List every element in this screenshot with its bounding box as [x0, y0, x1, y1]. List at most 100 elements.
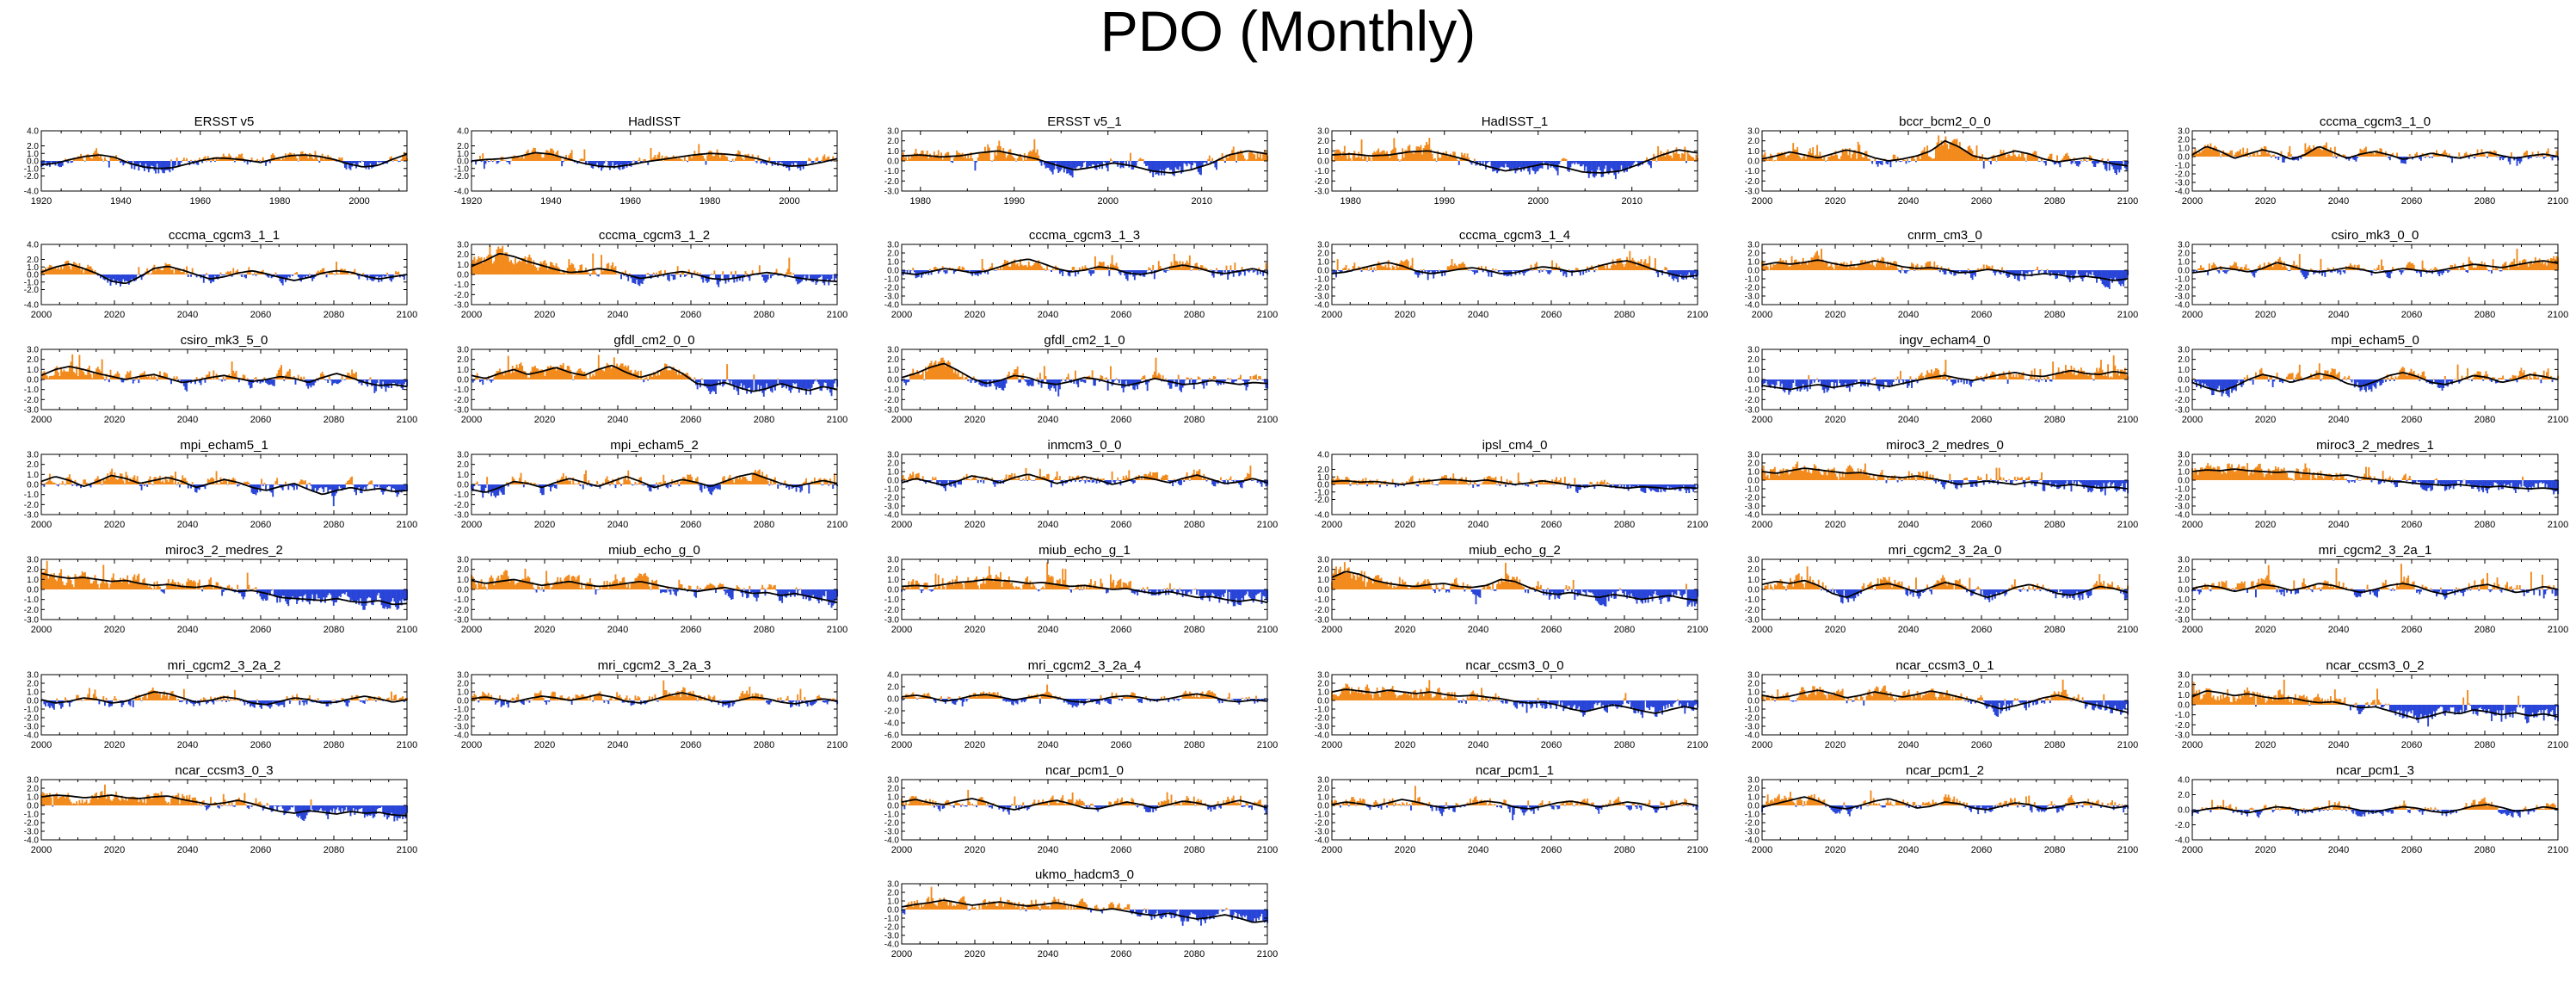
monthly-bar [379, 275, 381, 277]
monthly-bar [116, 275, 119, 281]
monthly-bar [782, 161, 785, 167]
monthly-bar [1844, 266, 1846, 270]
monthly-bar [323, 268, 325, 275]
monthly-bar [2286, 268, 2288, 270]
monthly-bar [644, 159, 646, 161]
pdo-panel: ingv_echam4_03.02.01.00.0-1.0-2.0-3.0200… [1745, 333, 2138, 425]
monthly-bar [2083, 157, 2086, 161]
monthly-bar [2077, 270, 2080, 275]
monthly-bar [599, 161, 601, 167]
monthly-bar [498, 161, 501, 162]
monthly-bar [1397, 158, 1400, 161]
monthly-bar [1903, 159, 1906, 161]
monthly-bar [2266, 153, 2269, 157]
monthly-bar [1098, 262, 1100, 270]
monthly-bar [1861, 157, 1864, 161]
monthly-bar [208, 158, 211, 161]
monthly-bar [1537, 270, 1539, 271]
monthly-bar [2001, 267, 2004, 270]
monthly-bar [2533, 262, 2536, 270]
monthly-bar [1916, 263, 1919, 270]
monthly-bar [1422, 268, 1425, 270]
monthly-bar [1225, 265, 1228, 270]
monthly-bar [1139, 270, 1142, 276]
y-tick-label: 1.0 [1747, 147, 1759, 157]
monthly-bar [1846, 150, 1848, 161]
monthly-bar [1062, 161, 1064, 166]
monthly-bar [957, 267, 959, 270]
monthly-bar [1902, 158, 1905, 161]
monthly-bar [1870, 160, 1872, 162]
y-tick-label: 4.0 [27, 241, 39, 250]
monthly-bar [67, 260, 70, 275]
y-tick-label: 1.0 [457, 150, 469, 159]
x-tick-label: 1980 [910, 196, 931, 207]
monthly-bar [1177, 161, 1180, 170]
monthly-bar [1404, 150, 1407, 161]
monthly-bar [1556, 161, 1559, 176]
monthly-bar [1420, 145, 1422, 161]
monthly-bar [908, 269, 910, 270]
monthly-bar [1170, 262, 1173, 270]
monthly-bar [1647, 161, 1649, 164]
monthly-bar [391, 379, 392, 388]
x-tick-label: 1960 [190, 196, 211, 207]
monthly-bar [533, 260, 535, 275]
monthly-bar [632, 275, 634, 283]
monthly-bar [87, 154, 89, 161]
x-tick-label: 2100 [1257, 310, 1278, 320]
monthly-bar [2247, 268, 2250, 270]
x-tick-label: 2040 [177, 415, 198, 425]
monthly-bar [1994, 157, 1996, 161]
monthly-bar [757, 379, 760, 386]
monthly-bar [257, 271, 260, 275]
y-tick-label: 4.0 [457, 127, 469, 137]
monthly-bar [558, 157, 560, 161]
monthly-bar [2359, 148, 2362, 157]
monthly-bar [744, 154, 747, 161]
monthly-bar [671, 275, 674, 276]
monthly-bar [1607, 268, 1610, 270]
monthly-bar [967, 379, 970, 382]
monthly-bar [561, 273, 564, 275]
monthly-bar [84, 374, 86, 379]
monthly-bar [538, 154, 540, 161]
monthly-bar [2338, 270, 2340, 272]
monthly-bar [1360, 139, 1363, 161]
monthly-bar [954, 156, 957, 161]
monthly-bar [1455, 157, 1457, 161]
monthly-bar [530, 257, 532, 275]
monthly-bar [2467, 270, 2469, 273]
monthly-bar [1135, 270, 1137, 275]
monthly-bar [1686, 150, 1689, 161]
monthly-bar [1607, 161, 1610, 175]
x-tick-label: 2000 [1322, 310, 1342, 320]
monthly-bar [85, 374, 88, 379]
monthly-bar [749, 275, 751, 281]
monthly-bar [484, 161, 487, 164]
monthly-bar [2476, 265, 2479, 270]
monthly-bar [1420, 269, 1422, 270]
monthly-bar [1106, 379, 1109, 391]
monthly-bar [2468, 256, 2470, 270]
monthly-bar [1366, 161, 1369, 162]
monthly-bar [1248, 152, 1250, 161]
monthly-bar [1762, 262, 1765, 270]
monthly-bar [989, 266, 992, 270]
monthly-bar [194, 159, 196, 161]
monthly-bar [1064, 379, 1067, 382]
monthly-bar [1543, 161, 1545, 163]
monthly-bar [1887, 161, 1889, 165]
x-tick-label: 2100 [827, 415, 847, 425]
monthly-bar [722, 154, 724, 161]
monthly-bar [1115, 161, 1118, 163]
x-tick-label: 2040 [607, 415, 628, 425]
monthly-bar [1513, 270, 1515, 272]
monthly-bar [1782, 154, 1784, 161]
monthly-bar [1143, 161, 1146, 164]
monthly-bar [1508, 161, 1511, 171]
monthly-bar [537, 368, 539, 379]
monthly-bar [311, 275, 314, 281]
monthly-bar [1802, 257, 1804, 270]
monthly-bar [1834, 151, 1837, 161]
